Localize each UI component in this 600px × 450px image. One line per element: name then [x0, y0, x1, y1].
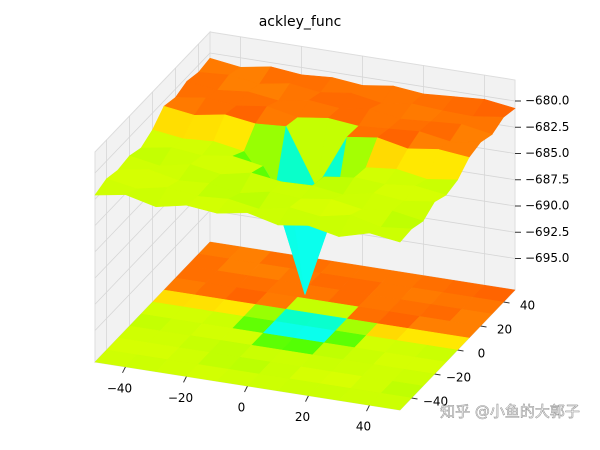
z-tick-label: −695.0 — [525, 251, 569, 265]
y-tick — [480, 325, 487, 328]
grid-line — [94, 52, 211, 174]
z-tick-label: −692.5 — [525, 225, 569, 239]
grid-line — [94, 210, 211, 331]
z-tick-label: −685.0 — [525, 146, 569, 160]
y-tick-label: 20 — [497, 323, 512, 337]
x-tick — [183, 376, 187, 383]
y-tick-label: −40 — [423, 395, 448, 409]
x-tick-label: 40 — [356, 420, 371, 434]
surface-cell — [368, 226, 413, 243]
y-tick-label: 0 — [478, 347, 486, 361]
z-tick-label: −687.5 — [525, 172, 569, 186]
x-tick-label: −40 — [107, 381, 132, 395]
plot-area: −40 −20 0 20 40 −40 −20 0 20 40 −680.0 −682.5 −685.0… — [93, 30, 569, 434]
z-tick-label: −682.5 — [525, 120, 569, 134]
watermark: 知乎 @小鱼的大郭子 — [440, 403, 580, 421]
x-tick-label: 20 — [295, 410, 310, 424]
x-tick — [244, 385, 248, 393]
y-tick — [411, 397, 418, 400]
y-tick-label: 40 — [520, 299, 535, 313]
y-tick — [503, 301, 510, 304]
z-tick-label: −680.0 — [525, 94, 569, 108]
grid-line — [209, 52, 516, 102]
x-tick — [122, 366, 126, 374]
x-tick-label: 0 — [238, 401, 246, 415]
x-tick — [366, 404, 370, 412]
y-tick — [434, 373, 441, 376]
y-tick-label: −20 — [446, 371, 471, 385]
grid-line — [209, 210, 516, 259]
contour-cell — [368, 392, 413, 411]
x-tick — [305, 395, 309, 402]
y-tick — [457, 349, 464, 352]
chart-title: ackley_func — [259, 14, 342, 30]
z-tick-label: −690.0 — [525, 199, 569, 213]
x-tick-label: −20 — [168, 391, 193, 405]
